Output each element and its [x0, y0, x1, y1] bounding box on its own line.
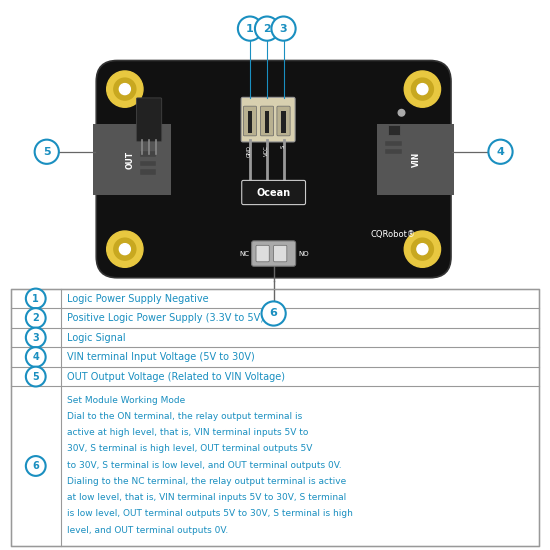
Circle shape	[404, 71, 441, 107]
Circle shape	[417, 84, 428, 95]
Text: is low level, OUT terminal outputs 5V to 30V, S terminal is high: is low level, OUT terminal outputs 5V to…	[67, 509, 353, 519]
Text: Set Module Working Mode: Set Module Working Mode	[67, 395, 185, 405]
Text: NC: NC	[239, 251, 249, 256]
Text: CQRobot®: CQRobot®	[371, 230, 416, 239]
Text: Logic Power Supply Negative: Logic Power Supply Negative	[67, 294, 209, 304]
Circle shape	[26, 308, 46, 328]
Text: Positive Logic Power Supply (3.3V to 5V): Positive Logic Power Supply (3.3V to 5V)	[67, 313, 264, 323]
Text: to 30V, S terminal is low level, and OUT terminal outputs 0V.: to 30V, S terminal is low level, and OUT…	[67, 461, 342, 470]
Circle shape	[107, 231, 143, 267]
Circle shape	[35, 140, 59, 164]
FancyBboxPatch shape	[385, 149, 402, 154]
Circle shape	[114, 78, 136, 100]
FancyBboxPatch shape	[248, 111, 252, 133]
Text: Dialing to the NC terminal, the relay output terminal is active: Dialing to the NC terminal, the relay ou…	[67, 477, 346, 486]
Circle shape	[107, 71, 143, 107]
Circle shape	[404, 231, 441, 267]
FancyBboxPatch shape	[377, 124, 454, 195]
Text: 2: 2	[263, 24, 271, 34]
Text: Dial to the ON terminal, the relay output terminal is: Dial to the ON terminal, the relay outpu…	[67, 412, 302, 421]
FancyBboxPatch shape	[265, 111, 269, 133]
Text: NO: NO	[298, 251, 309, 256]
Circle shape	[398, 109, 405, 116]
Circle shape	[26, 328, 46, 348]
Circle shape	[238, 16, 262, 41]
Circle shape	[26, 289, 46, 309]
Text: VCC: VCC	[264, 145, 269, 156]
Circle shape	[26, 347, 46, 367]
Text: 6: 6	[270, 309, 278, 318]
Text: GND: GND	[247, 145, 252, 157]
Circle shape	[114, 238, 136, 260]
FancyBboxPatch shape	[243, 106, 256, 136]
Text: VIN: VIN	[412, 152, 421, 167]
FancyBboxPatch shape	[385, 141, 402, 146]
Circle shape	[271, 16, 296, 41]
Circle shape	[255, 16, 279, 41]
FancyBboxPatch shape	[11, 289, 539, 546]
Circle shape	[488, 140, 513, 164]
FancyBboxPatch shape	[261, 106, 274, 136]
Circle shape	[411, 238, 433, 260]
FancyBboxPatch shape	[256, 245, 270, 262]
FancyBboxPatch shape	[94, 124, 170, 195]
Text: 3: 3	[32, 333, 39, 343]
Text: 30V, S terminal is high level, OUT terminal outputs 5V: 30V, S terminal is high level, OUT termi…	[67, 444, 312, 453]
Text: OUT: OUT	[126, 150, 135, 168]
FancyBboxPatch shape	[281, 111, 286, 133]
Circle shape	[417, 244, 428, 255]
Text: 4: 4	[497, 147, 504, 157]
FancyBboxPatch shape	[241, 97, 295, 142]
Text: Ocean: Ocean	[256, 188, 291, 197]
Circle shape	[26, 456, 46, 476]
Text: S: S	[280, 145, 285, 148]
FancyBboxPatch shape	[388, 125, 400, 135]
Text: level, and OUT terminal outputs 0V.: level, and OUT terminal outputs 0V.	[67, 526, 228, 535]
Circle shape	[262, 301, 286, 326]
FancyBboxPatch shape	[140, 151, 156, 157]
FancyBboxPatch shape	[242, 180, 306, 205]
Text: 1: 1	[246, 24, 254, 34]
Text: active at high level, that is, VIN terminal inputs 5V to: active at high level, that is, VIN termi…	[67, 428, 309, 437]
Circle shape	[119, 244, 130, 255]
Text: 4: 4	[32, 352, 39, 362]
Circle shape	[119, 84, 130, 95]
Text: 2: 2	[32, 313, 39, 323]
Text: 6: 6	[32, 461, 39, 471]
FancyBboxPatch shape	[277, 106, 290, 136]
Text: OUT Output Voltage (Related to VIN Voltage): OUT Output Voltage (Related to VIN Volta…	[67, 372, 285, 382]
FancyBboxPatch shape	[140, 169, 156, 175]
Text: VIN terminal Input Voltage (5V to 30V): VIN terminal Input Voltage (5V to 30V)	[67, 352, 255, 362]
Text: 1: 1	[32, 294, 39, 304]
FancyBboxPatch shape	[140, 161, 156, 166]
Circle shape	[411, 78, 433, 100]
FancyBboxPatch shape	[96, 60, 451, 278]
FancyBboxPatch shape	[136, 98, 162, 141]
Circle shape	[26, 367, 46, 387]
Text: 3: 3	[280, 24, 287, 34]
Text: 5: 5	[43, 147, 51, 157]
Text: at low level, that is, VIN terminal inputs 5V to 30V, S terminal: at low level, that is, VIN terminal inpu…	[67, 493, 346, 502]
Text: Logic Signal: Logic Signal	[67, 333, 126, 343]
Text: 5: 5	[32, 372, 39, 382]
FancyBboxPatch shape	[274, 245, 287, 262]
FancyBboxPatch shape	[252, 241, 296, 266]
